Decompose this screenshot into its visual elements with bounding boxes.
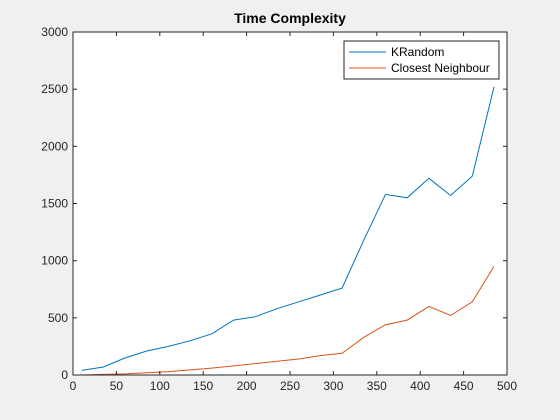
x-tick-label: 150 bbox=[193, 379, 213, 393]
x-tick-label: 300 bbox=[323, 379, 343, 393]
y-tick-label: 1000 bbox=[41, 254, 68, 268]
plot-area bbox=[73, 32, 507, 375]
y-tick-label: 2500 bbox=[41, 82, 68, 96]
legend-box bbox=[343, 40, 500, 80]
legend-label-1: Closest Neighbour bbox=[391, 61, 490, 75]
x-tick-label: 350 bbox=[367, 379, 387, 393]
x-tick-label: 400 bbox=[410, 379, 430, 393]
ticks-group: 0 50 100 150 200 250 300 350 400 450 500 0 500 1000 15… bbox=[41, 25, 517, 393]
y-tick-label: 500 bbox=[48, 311, 68, 325]
y-tick-label: 3000 bbox=[41, 25, 68, 39]
legend: KRandom Closest Neighbour bbox=[343, 40, 500, 80]
legend-label-0: KRandom bbox=[391, 45, 444, 59]
x-tick-label: 250 bbox=[280, 379, 300, 393]
x-tick-label: 100 bbox=[150, 379, 170, 393]
series-line-0 bbox=[81, 86, 495, 371]
y-tick-label: 2000 bbox=[41, 139, 68, 153]
series-group bbox=[81, 86, 495, 376]
chart-title: Time Complexity bbox=[234, 10, 346, 26]
series-line-1 bbox=[81, 266, 495, 376]
y-tick-label: 1500 bbox=[41, 197, 68, 211]
x-tick-label: 200 bbox=[237, 379, 257, 393]
x-tick-label: 0 bbox=[70, 379, 77, 393]
x-tick-label: 450 bbox=[454, 379, 474, 393]
y-tick-label: 0 bbox=[61, 368, 68, 382]
x-tick-label: 50 bbox=[110, 379, 124, 393]
x-tick-label: 500 bbox=[497, 379, 517, 393]
